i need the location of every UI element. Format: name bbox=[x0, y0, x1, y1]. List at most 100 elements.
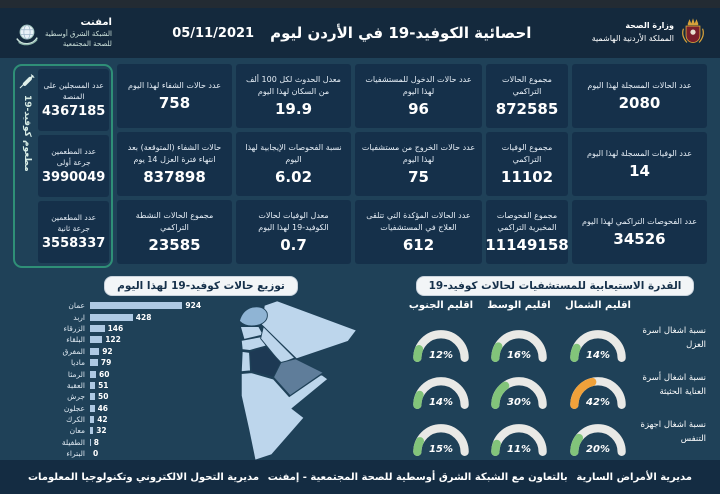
stat-card-label: مجموع الوفيات التراكمي bbox=[501, 143, 553, 164]
bar-label: البلقاء bbox=[66, 335, 85, 345]
gauge: 14% bbox=[558, 315, 638, 362]
stat-card-value: 2080 bbox=[618, 93, 661, 112]
bar-label: الطفيلة bbox=[61, 437, 85, 447]
bar-value: 924 bbox=[185, 301, 202, 311]
top-strip bbox=[0, 0, 720, 8]
stat-card: عدد الوفيات المسجلة لهذا اليوم 14 bbox=[572, 132, 707, 196]
ministry-name: وزارة الصحة المملكة الأردنية الهاشمية bbox=[592, 20, 674, 46]
gauge: 16% bbox=[480, 315, 558, 362]
gauge-arc-icon bbox=[570, 424, 626, 456]
bar-rows: عمان 924 اربد 428 الزرقاء 146 البلقاء 122 المفرق… bbox=[30, 300, 210, 459]
stat-card: مجموع الحالات النشطة التراكمي 23585 bbox=[117, 200, 232, 264]
emphnet-name: امفنت الشبكة الشرق أوسطية للصحة المجتمعي… bbox=[45, 16, 112, 50]
stats-column: عدد حالات الشفاء لهذا اليوم 758 حالات الشف… bbox=[117, 64, 232, 268]
stat-card-value: 19.9 bbox=[275, 99, 313, 118]
gauge-column-header: اقليم الجنوب bbox=[408, 300, 474, 311]
ministry-title: وزارة الصحة bbox=[625, 21, 674, 31]
bar-fill bbox=[90, 313, 133, 321]
bar-label: الرمثا bbox=[67, 369, 85, 379]
gauge: 15% bbox=[402, 409, 480, 456]
stat-card: معدل الحدوث لكل 100 ألف من السكان لهذا ا… bbox=[236, 64, 351, 128]
emphnet-subtitle-2: للصحة المجتمعية bbox=[62, 40, 112, 48]
stat-card-value: 3558337 bbox=[42, 236, 106, 252]
page-title: احصائية الكوفيد-19 في الأردن ليوم bbox=[270, 24, 532, 42]
stat-card-value: 837898 bbox=[143, 167, 206, 186]
stats-column: مجموع الحالات التراكمي 872585 مجموع الوفيا… bbox=[485, 64, 569, 268]
stat-card-value: 4367185 bbox=[42, 104, 106, 120]
gauge-arc-icon bbox=[413, 377, 469, 409]
gauge-grid-corner bbox=[638, 298, 714, 315]
footer-right: مديرية الأمراض السارية bbox=[576, 471, 692, 483]
bar-value: 46 bbox=[97, 403, 109, 413]
stat-card-value: 11149158 bbox=[485, 235, 569, 254]
gauge: 11% bbox=[480, 409, 558, 456]
gauge-value: 14% bbox=[429, 397, 453, 408]
bar-label: معان bbox=[69, 426, 85, 436]
stat-card: عدد حالات الخروج من مستشفيات لهذا اليوم 7… bbox=[355, 132, 482, 196]
bar-row: البلقاء 122 bbox=[30, 334, 210, 345]
gauges-title: القدرة الاستيعابية للمستشفيات لحالات كوف… bbox=[415, 276, 695, 296]
bar-label: الزرقاء bbox=[63, 323, 85, 333]
stats-column: عدد حالات الدخول للمستشفيات لهذا اليوم 96… bbox=[355, 64, 482, 268]
emphnet-subtitle-1: الشبكة الشرق أوسطية bbox=[45, 30, 112, 39]
bar-row: الزرقاء 146 bbox=[30, 323, 210, 334]
bar-label: المفرق bbox=[62, 346, 85, 356]
bar-row: ماديا 79 bbox=[30, 357, 210, 368]
bar-label: ماديا bbox=[70, 358, 85, 368]
bar-fill bbox=[90, 427, 94, 435]
bar-fill bbox=[90, 336, 103, 344]
gauge-column-header: اقليم الشمال bbox=[565, 300, 631, 311]
bar-row: الكرك 42 bbox=[30, 414, 210, 425]
bar-row: معان 32 bbox=[30, 425, 210, 436]
stat-card-label: نسبة الفحوصات الإيجابية لهذا اليوم bbox=[245, 143, 342, 164]
bar-label: عمان bbox=[68, 301, 85, 311]
stat-card-label: مجموع الحالات النشطة التراكمي bbox=[135, 211, 214, 232]
stat-card: عدد حالات الدخول للمستشفيات لهذا اليوم 96 bbox=[355, 64, 482, 128]
gauge-arc-icon bbox=[491, 424, 547, 456]
bar-row: البتراء 0 bbox=[30, 448, 210, 459]
bar-fill bbox=[90, 324, 105, 332]
gauge-row-label: نسبة اشغال اسرة العزل bbox=[642, 325, 706, 350]
bar-value: 122 bbox=[105, 335, 121, 345]
stat-card-value: 6.02 bbox=[275, 167, 313, 186]
bar-value: 79 bbox=[100, 358, 112, 368]
bar-value: 428 bbox=[135, 312, 152, 322]
stat-card-value: 3990049 bbox=[42, 170, 106, 186]
gauge-value: 30% bbox=[507, 397, 531, 408]
bar-value: 0 bbox=[93, 449, 99, 459]
jordan-choropleth-icon bbox=[238, 300, 357, 461]
title-group: احصائية الكوفيد-19 في الأردن ليوم 05/11/… bbox=[172, 24, 531, 42]
stat-card: مجموع الفحوصات المخبرية التراكمي 11149158 bbox=[485, 200, 569, 264]
stat-card-label: معدل الحدوث لكل 100 ألف من السكان لهذا ا… bbox=[246, 75, 341, 96]
stat-card-label: عدد المسجلين على المنصة bbox=[43, 80, 104, 101]
hospital-capacity-panel: القدرة الاستيعابية للمستشفيات لحالات كوف… bbox=[396, 272, 714, 464]
vaccine-group: مطعوم كوفيد-19 عدد المسجلين على المنصة 43… bbox=[13, 64, 113, 268]
stat-card-label: عدد المطعمين جرعة ثانية bbox=[51, 212, 97, 233]
stat-card: مجموع الوفيات التراكمي 11102 bbox=[486, 132, 568, 196]
bar-fill bbox=[90, 370, 96, 378]
bar-row: الرمثا 60 bbox=[30, 368, 210, 379]
stat-card: عدد الحالات المؤكدة التي تتلقى العلاج في… bbox=[355, 200, 482, 264]
gauge-value: 12% bbox=[429, 350, 453, 361]
gauge-row-label: نسبة اشغال أسرة العناية الحثيثة bbox=[642, 372, 706, 397]
stat-card: نسبة الفحوصات الإيجابية لهذا اليوم 6.02 bbox=[236, 132, 351, 196]
jordan-map bbox=[210, 298, 396, 466]
bar-row: المفرق 92 bbox=[30, 346, 210, 357]
gauge: 30% bbox=[480, 362, 558, 409]
stat-card-value: 612 bbox=[402, 235, 435, 254]
bar-label: العقبة bbox=[66, 380, 85, 390]
bar-value: 92 bbox=[102, 346, 113, 356]
stat-card: مجموع الحالات التراكمي 872585 bbox=[486, 64, 568, 128]
gauge-value: 20% bbox=[586, 444, 610, 455]
footer-bar: مديرية الأمراض السارية بالتعاون مع الشبك… bbox=[0, 460, 720, 494]
header-bar: وزارة الصحة المملكة الأردنية الهاشمية اح… bbox=[0, 8, 720, 58]
stat-card-value: 34526 bbox=[613, 229, 666, 248]
bar-label: الكرك bbox=[66, 415, 85, 425]
stat-card-value: 75 bbox=[408, 167, 429, 186]
stat-card-label: عدد الوفيات المسجلة لهذا اليوم bbox=[587, 149, 692, 159]
bar-fill bbox=[90, 302, 183, 310]
stat-card: عدد المسجلين على المنصة 4367185 bbox=[38, 69, 110, 131]
bar-value: 60 bbox=[99, 369, 110, 379]
stat-card: عدد الفحوصات التراكمي لهذا اليوم 34526 bbox=[572, 200, 707, 264]
bar-value: 8 bbox=[93, 437, 100, 447]
